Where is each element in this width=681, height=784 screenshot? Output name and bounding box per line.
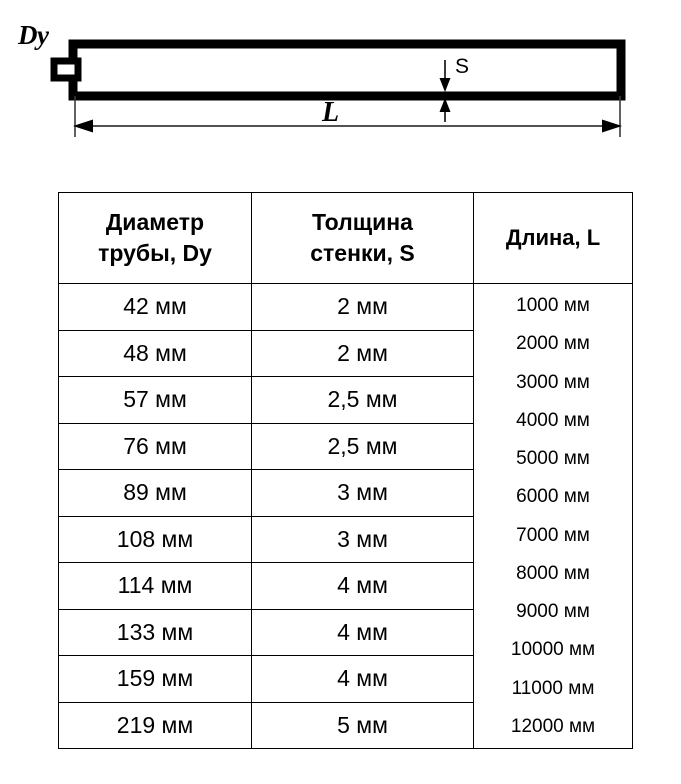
pipe-specification-table: Диаметр трубы, Dy Толщина стенки, S Длин… xyxy=(58,192,633,749)
table-row: 76 мм 2,5 мм xyxy=(58,422,633,470)
pipe-diagram-svg xyxy=(50,39,626,137)
header-length: Длина, L xyxy=(473,192,633,284)
cell-diameter: 48 мм xyxy=(58,329,252,377)
cell-diameter: 219 мм xyxy=(58,701,252,749)
header-thickness-line2: стенки, S xyxy=(310,240,415,266)
cell-diameter: 108 мм xyxy=(58,515,252,563)
header-diameter: Диаметр трубы, Dy xyxy=(58,192,252,284)
length-value-list: 1000 мм 2000 мм 3000 мм 4000 мм 5000 мм … xyxy=(474,296,632,736)
table-row: 48 мм 2 мм xyxy=(58,329,633,377)
pipe-diameter-notch xyxy=(50,57,82,82)
cell-thickness: 4 мм xyxy=(251,608,474,656)
length-item: 4000 мм xyxy=(516,409,590,431)
length-item: 7000 мм xyxy=(516,524,590,546)
table-row: 57 мм 2,5 мм xyxy=(58,376,633,424)
cell-diameter: 57 мм xyxy=(58,376,252,424)
cell-thickness: 3 мм xyxy=(251,469,474,517)
wall-thickness-label: S xyxy=(455,55,470,78)
length-item: 9000 мм xyxy=(516,601,590,623)
length-arrowhead-left xyxy=(73,119,93,133)
diameter-label: Dy xyxy=(18,20,49,50)
length-item: 10000 мм xyxy=(510,639,596,661)
thickness-arrowhead-down xyxy=(439,78,451,92)
cell-thickness: 2 мм xyxy=(251,329,474,377)
cell-thickness: 3 мм xyxy=(251,515,474,563)
table-row: 219 мм 5 мм xyxy=(58,701,633,749)
cell-diameter: 114 мм xyxy=(58,562,252,610)
length-item: 6000 мм xyxy=(516,486,590,508)
cell-thickness: 4 мм xyxy=(251,655,474,703)
cell-length-group: 1000 мм 2000 мм 3000 мм 4000 мм 5000 мм … xyxy=(473,283,633,749)
table-header-row: Диаметр трубы, Dy Толщина стенки, S Длин… xyxy=(58,192,633,284)
table-row: 159 мм 4 мм xyxy=(58,655,633,703)
cell-thickness: 5 мм xyxy=(251,701,474,749)
cell-diameter: 76 мм xyxy=(58,422,252,470)
length-arrowhead-right xyxy=(602,119,622,133)
table-row: 114 мм 4 мм xyxy=(58,562,633,610)
cell-thickness: 4 мм xyxy=(251,562,474,610)
table-row: 89 мм 3 мм xyxy=(58,469,633,517)
length-item: 1000 мм xyxy=(516,295,590,316)
pipe-body-outline xyxy=(68,39,626,101)
header-diameter-line1: Диаметр xyxy=(105,208,205,235)
length-label: L xyxy=(322,97,340,128)
length-item: 3000 мм xyxy=(516,371,590,393)
cell-thickness: 2,5 мм xyxy=(251,422,474,470)
table-row: 42 мм 2 мм 1000 мм 2000 мм 3000 мм 4000 … xyxy=(58,283,633,749)
header-thickness-line1: Толщина xyxy=(312,208,413,235)
cell-diameter: 42 мм xyxy=(58,283,252,331)
header-diameter-line2: трубы, Dy xyxy=(98,240,212,266)
length-item: 12000 мм xyxy=(510,715,596,737)
pipe-diagram: Dy L S xyxy=(0,0,681,180)
cell-thickness: 2,5 мм xyxy=(251,376,474,424)
length-item: 8000 мм xyxy=(516,562,590,584)
length-item: 2000 мм xyxy=(516,333,590,355)
cell-diameter: 89 мм xyxy=(58,469,252,517)
length-item: 11000 мм xyxy=(511,677,595,699)
thickness-arrowhead-up xyxy=(439,98,451,112)
cell-thickness: 2 мм xyxy=(251,283,474,331)
header-thickness: Толщина стенки, S xyxy=(251,192,474,284)
cell-diameter: 159 мм xyxy=(58,655,252,703)
cell-diameter: 133 мм xyxy=(58,608,252,656)
length-item: 5000 мм xyxy=(516,448,590,470)
table-row: 108 мм 3 мм xyxy=(58,515,633,563)
